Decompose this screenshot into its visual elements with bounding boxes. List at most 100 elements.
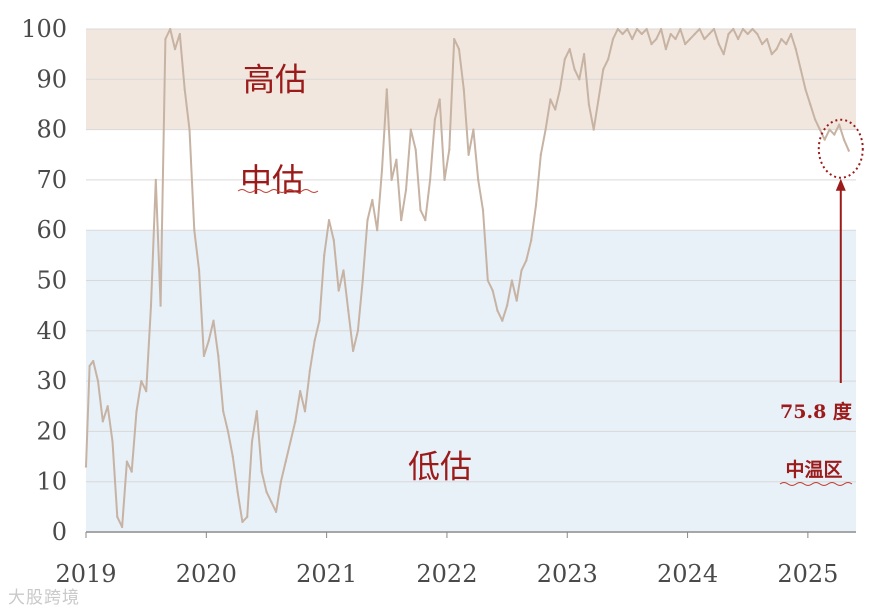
data-point — [756, 32, 759, 36]
mid-zone-underline — [237, 189, 319, 193]
data-point — [607, 58, 610, 61]
data-point — [125, 460, 129, 463]
data-point — [650, 42, 653, 46]
data-point — [765, 37, 769, 41]
data-point — [289, 440, 292, 443]
data-point — [327, 219, 331, 222]
data-point — [496, 309, 499, 312]
data-point — [159, 304, 162, 307]
y-tick-label-3: 30 — [36, 367, 67, 395]
highlight-circle — [817, 118, 864, 179]
data-point — [578, 78, 581, 81]
y-tick-label-7: 70 — [36, 166, 67, 194]
data-point — [568, 48, 571, 51]
data-point — [356, 329, 360, 332]
data-point — [775, 48, 778, 51]
data-point — [88, 364, 91, 368]
data-point — [457, 48, 461, 51]
data-point — [299, 390, 302, 393]
data-point — [120, 525, 124, 529]
x-tick-label-1: 2020 — [176, 560, 237, 588]
data-point — [222, 410, 225, 413]
data-point — [433, 118, 437, 121]
data-point — [140, 380, 143, 383]
data-point — [751, 27, 754, 31]
data-point — [530, 239, 533, 242]
data-point — [741, 27, 745, 31]
y-tick-label-5: 50 — [36, 267, 67, 295]
zone-label-1: 中估 — [240, 161, 304, 199]
data-point — [351, 349, 355, 353]
data-point — [587, 103, 591, 106]
data-point — [809, 103, 812, 106]
data-point — [395, 158, 398, 161]
data-point — [193, 229, 196, 232]
series-layer — [84, 27, 850, 529]
data-point — [746, 32, 749, 36]
y-tick-label-1: 10 — [36, 468, 67, 496]
data-point — [390, 178, 393, 181]
data-point — [231, 455, 234, 458]
data-point — [106, 405, 109, 408]
y-tick-label-10: 100 — [21, 15, 67, 43]
data-point — [727, 32, 730, 36]
data-point — [621, 32, 624, 36]
data-point — [443, 178, 446, 181]
data-point — [520, 269, 523, 272]
data-point — [679, 27, 682, 31]
data-point — [197, 269, 201, 272]
x-tick-label-5: 2024 — [657, 560, 718, 588]
data-point — [438, 98, 441, 101]
data-point — [467, 153, 470, 156]
data-point — [631, 37, 634, 41]
data-point — [626, 27, 629, 31]
data-point — [655, 37, 658, 41]
data-point — [164, 37, 167, 41]
y-tick-label-9: 90 — [36, 65, 67, 93]
data-point — [799, 68, 802, 71]
y-tick-label-8: 80 — [36, 116, 67, 144]
data-point — [250, 440, 254, 443]
annotation-value-label: 75.8 度 — [780, 400, 853, 423]
data-point — [342, 269, 345, 272]
data-point — [544, 128, 547, 131]
data-point — [847, 149, 850, 152]
data-point — [149, 304, 153, 307]
data-point — [635, 27, 639, 31]
data-point — [669, 32, 672, 36]
data-point — [645, 27, 648, 31]
data-point — [154, 178, 157, 181]
data-point — [332, 239, 335, 242]
data-point — [92, 359, 95, 363]
data-point — [448, 148, 451, 151]
data-point — [188, 128, 191, 131]
data-point — [481, 208, 485, 212]
data-point — [385, 88, 388, 91]
data-point — [823, 138, 826, 141]
data-point — [505, 304, 509, 307]
data-point — [525, 259, 528, 262]
data-point — [145, 390, 148, 393]
data-point — [833, 133, 836, 136]
data-point — [592, 128, 595, 131]
y-tick-label-2: 20 — [36, 417, 67, 445]
grid-lines — [86, 28, 856, 483]
x-tick-label-6: 2025 — [777, 560, 838, 588]
data-point — [265, 490, 268, 493]
data-point — [573, 68, 576, 71]
data-point — [169, 27, 172, 31]
data-point — [703, 37, 706, 41]
watermark: 大股跨境 — [8, 588, 80, 608]
data-point — [558, 88, 562, 91]
data-point — [549, 98, 552, 101]
data-point — [366, 219, 369, 222]
data-point — [279, 480, 283, 483]
data-point — [828, 128, 831, 131]
data-point — [424, 219, 427, 222]
data-point — [616, 27, 619, 31]
data-point — [178, 32, 181, 36]
data-point — [515, 299, 518, 302]
data-point — [602, 68, 605, 71]
data-point — [260, 470, 263, 473]
